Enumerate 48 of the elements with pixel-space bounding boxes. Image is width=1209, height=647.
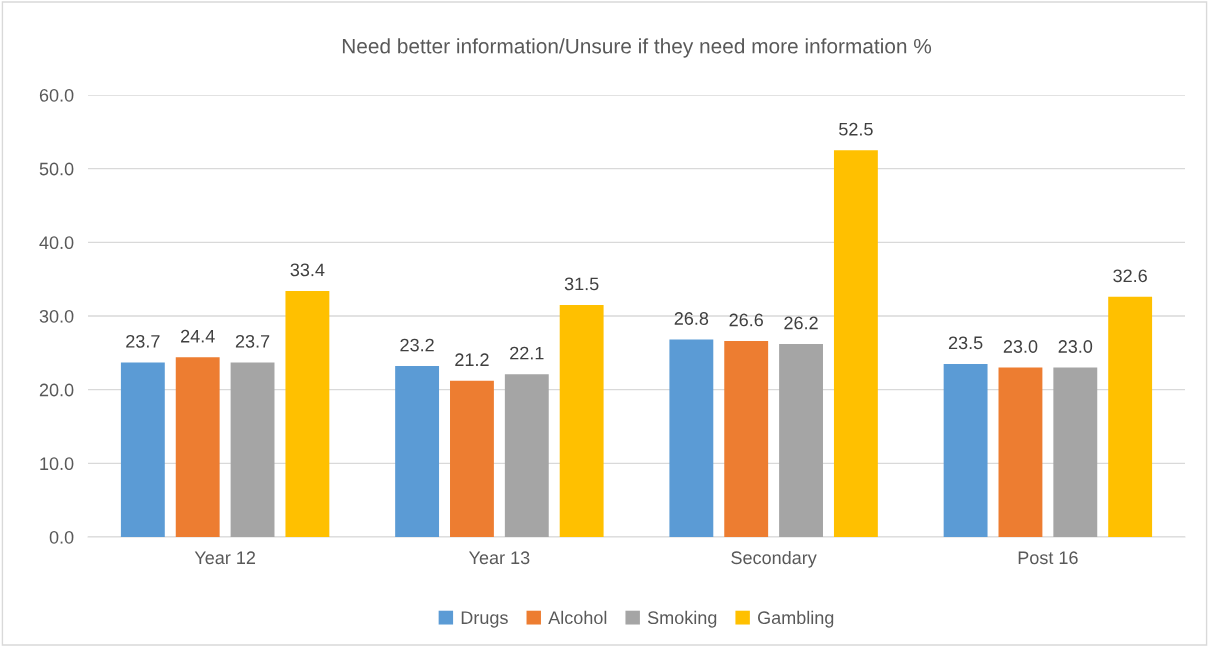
- y-tick-label: 40.0: [39, 236, 74, 250]
- chart-title: Need better information/Unsure if they need more information %: [342, 38, 932, 58]
- bar: [943, 363, 988, 537]
- legend-label: Gambling: [758, 610, 834, 628]
- y-tick-label: 60.0: [39, 88, 74, 102]
- bar: [450, 380, 494, 537]
- data-label: 23.0: [1003, 340, 1038, 353]
- bar: [175, 357, 220, 537]
- data-label: 23.5: [948, 336, 983, 350]
- bar: [559, 304, 604, 537]
- data-label: 26.6: [729, 313, 763, 327]
- bar: [120, 362, 165, 537]
- x-tick-label: Year 13: [468, 551, 530, 565]
- y-tick-label: 10.0: [40, 457, 74, 471]
- bar: [504, 374, 549, 537]
- bar: [779, 343, 823, 537]
- data-label: 52.5: [839, 122, 873, 136]
- data-label: 22.1: [510, 346, 544, 360]
- bar: [724, 341, 769, 537]
- legend-label: Drugs: [461, 611, 508, 628]
- x-tick-label: Secondary: [731, 550, 817, 568]
- legend-label: Alcohol: [548, 610, 607, 625]
- bar: [285, 290, 330, 537]
- x-tick-label: Post 16: [1018, 551, 1078, 565]
- legend-label: Smoking: [647, 610, 717, 628]
- bar: [1108, 296, 1153, 537]
- bar: [669, 339, 714, 537]
- bar: [395, 366, 440, 537]
- data-label: 32.6: [1113, 269, 1147, 283]
- data-label: 26.8: [674, 312, 709, 325]
- data-label: 23.0: [1058, 340, 1093, 353]
- data-label: 33.4: [290, 263, 325, 277]
- y-tick-label: 30.0: [39, 309, 74, 323]
- data-label: 21.2: [455, 353, 489, 366]
- bar: [230, 362, 275, 537]
- data-label: 23.2: [400, 338, 434, 352]
- data-label: 23.7: [235, 334, 270, 348]
- data-label: 26.2: [784, 316, 818, 330]
- bar: [1053, 367, 1098, 537]
- data-label: 24.4: [181, 329, 215, 343]
- y-tick-label: 20.0: [39, 383, 74, 397]
- y-tick-label: 0.0: [49, 530, 74, 544]
- x-tick-label: Year 12: [194, 551, 256, 565]
- y-tick-label: 50.0: [39, 162, 74, 176]
- bar: [998, 367, 1043, 537]
- bar: [833, 150, 878, 537]
- data-label: 31.5: [564, 277, 599, 291]
- data-label: 23.7: [126, 334, 160, 348]
